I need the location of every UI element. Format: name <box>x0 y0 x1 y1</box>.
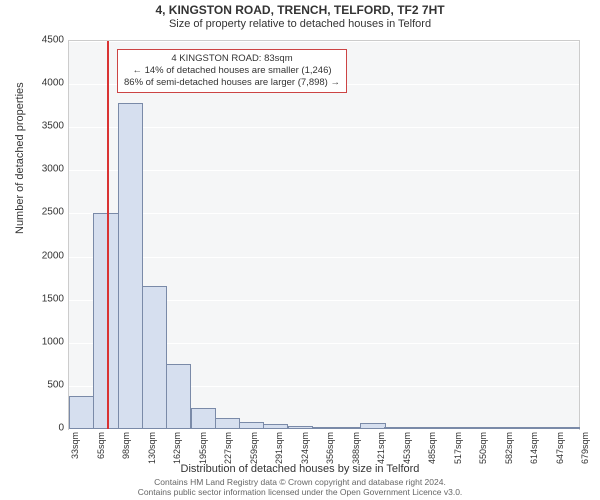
gridline <box>69 429 579 430</box>
xtick-label: 421sqm <box>376 432 386 476</box>
bar <box>118 103 144 429</box>
ytick-label: 4500 <box>34 35 64 46</box>
bar <box>312 427 338 429</box>
xtick-label: 517sqm <box>453 432 463 476</box>
xtick-label: 453sqm <box>402 432 412 476</box>
bar <box>215 418 241 429</box>
ytick-label: 500 <box>34 379 64 390</box>
bar <box>69 396 95 429</box>
xtick-label: 550sqm <box>478 432 488 476</box>
y-axis-label: Number of detached properties <box>14 82 26 234</box>
xtick-label: 162sqm <box>172 432 182 476</box>
xtick-label: 388sqm <box>351 432 361 476</box>
bar <box>336 427 362 429</box>
bar <box>142 286 168 429</box>
title-main: 4, KINGSTON ROAD, TRENCH, TELFORD, TF2 7… <box>0 3 600 17</box>
annotation-line2: ← 14% of detached houses are smaller (1,… <box>124 65 340 77</box>
xtick-label: 227sqm <box>223 432 233 476</box>
xtick-label: 679sqm <box>580 432 590 476</box>
xtick-label: 485sqm <box>427 432 437 476</box>
gridline <box>69 41 579 42</box>
bar <box>360 423 386 429</box>
annotation-line1: 4 KINGSTON ROAD: 83sqm <box>124 53 340 65</box>
xtick-label: 33sqm <box>70 432 80 476</box>
bar <box>530 427 556 429</box>
bar <box>554 427 580 429</box>
chart-container: 4, KINGSTON ROAD, TRENCH, TELFORD, TF2 7… <box>0 0 600 500</box>
ytick-label: 1500 <box>34 293 64 304</box>
bar <box>433 427 459 429</box>
xtick-label: 65sqm <box>96 432 106 476</box>
footer-line1: Contains HM Land Registry data © Crown c… <box>154 477 446 487</box>
bar <box>191 408 217 429</box>
bar <box>239 422 265 429</box>
footer-line2: Contains public sector information licen… <box>138 487 463 497</box>
xtick-label: 291sqm <box>274 432 284 476</box>
bar <box>457 427 483 429</box>
xtick-label: 324sqm <box>300 432 310 476</box>
bar <box>288 426 314 429</box>
annotation-line3: 86% of semi-detached houses are larger (… <box>124 77 340 89</box>
bar <box>408 427 434 429</box>
reference-line <box>107 41 109 429</box>
bar <box>384 427 410 429</box>
ytick-label: 3500 <box>34 121 64 132</box>
gridline <box>69 127 579 128</box>
xtick-label: 130sqm <box>147 432 157 476</box>
bar <box>166 364 192 429</box>
xtick-label: 259sqm <box>249 432 259 476</box>
bar <box>505 427 531 429</box>
bar <box>481 427 507 429</box>
ytick-label: 3000 <box>34 164 64 175</box>
annotation-box: 4 KINGSTON ROAD: 83sqm← 14% of detached … <box>117 49 347 93</box>
title-sub: Size of property relative to detached ho… <box>0 18 600 30</box>
gridline <box>69 257 579 258</box>
xtick-label: 356sqm <box>325 432 335 476</box>
footer-attribution: Contains HM Land Registry data © Crown c… <box>0 477 600 497</box>
xtick-label: 647sqm <box>555 432 565 476</box>
xtick-label: 582sqm <box>504 432 514 476</box>
xtick-label: 195sqm <box>198 432 208 476</box>
plot-area: 4 KINGSTON ROAD: 83sqm← 14% of detached … <box>68 40 580 430</box>
gridline <box>69 213 579 214</box>
gridline <box>69 170 579 171</box>
ytick-label: 2500 <box>34 207 64 218</box>
xtick-label: 98sqm <box>121 432 131 476</box>
ytick-label: 1000 <box>34 336 64 347</box>
ytick-label: 4000 <box>34 78 64 89</box>
ytick-label: 0 <box>34 423 64 434</box>
bar <box>263 424 289 429</box>
xtick-label: 614sqm <box>529 432 539 476</box>
ytick-label: 2000 <box>34 250 64 261</box>
